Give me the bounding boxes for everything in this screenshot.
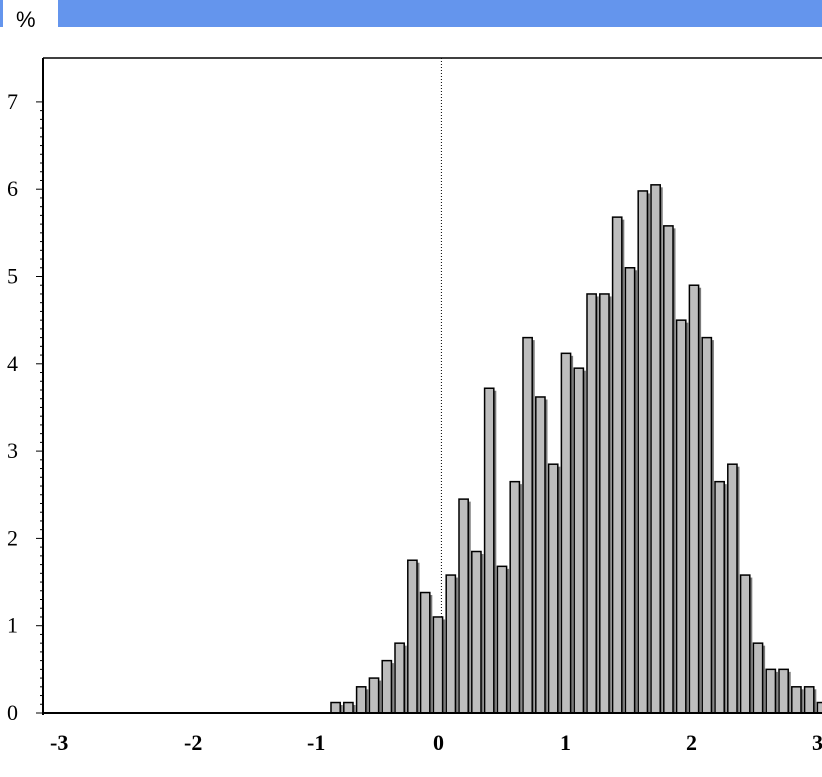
histogram-bar [675, 319, 687, 714]
histogram-bar [432, 616, 444, 714]
histogram-bar [535, 396, 546, 714]
bars-layer [330, 184, 822, 714]
histogram-bar [330, 701, 341, 714]
histogram-bar [727, 463, 738, 714]
y-tick-label: 3 [7, 438, 18, 463]
histogram-bar [471, 550, 482, 714]
histogram-bar [611, 216, 623, 714]
histogram-bar [419, 591, 431, 714]
y-tick-label: 1 [7, 613, 18, 638]
histogram-bar [483, 387, 495, 714]
histogram-bar [752, 642, 764, 714]
histogram-bar [522, 336, 533, 714]
x-tick-label: -3 [50, 730, 68, 755]
histogram-bar [394, 642, 405, 714]
histogram-bar [765, 668, 777, 714]
header-bar [58, 0, 822, 27]
y-tick-label: 7 [7, 89, 18, 114]
histogram-bar [637, 190, 649, 714]
histogram-bar [816, 701, 822, 714]
histogram-bar [624, 267, 636, 714]
histogram-bar [458, 498, 469, 714]
y-tick-label: 4 [7, 351, 18, 376]
histogram-bar [547, 463, 559, 714]
histogram-bar [778, 668, 789, 714]
histogram-bar [509, 480, 521, 714]
histogram-bar [368, 677, 380, 714]
y-tick-label: 6 [7, 176, 18, 201]
histogram-bar [739, 574, 751, 714]
histogram-bar [650, 184, 661, 714]
histogram-bar [803, 686, 815, 714]
y-unit-label: % [16, 7, 36, 32]
header-bar-left-edge [0, 0, 3, 27]
histogram-bar [355, 686, 367, 714]
y-tick-label: 5 [7, 264, 18, 289]
histogram-bar [343, 701, 354, 714]
histogram-bar [714, 480, 725, 714]
x-ticks: -3 -2 -1 0 1 2 3 [50, 730, 822, 755]
x-tick-label: 1 [560, 730, 571, 755]
x-tick-label: 2 [686, 730, 697, 755]
y-tick-label: 0 [7, 700, 18, 725]
x-tick-label: 3 [812, 730, 822, 755]
x-tick-label: 0 [433, 730, 444, 755]
histogram-bar [791, 686, 802, 714]
histogram-bar [701, 336, 713, 714]
histogram-bar [599, 293, 610, 714]
histogram-bar [663, 225, 674, 714]
histogram-bar [573, 367, 585, 714]
x-tick-label: -2 [184, 730, 202, 755]
x-tick-label: -1 [307, 730, 325, 755]
histogram-bar [407, 559, 418, 714]
histogram-bar [560, 352, 572, 714]
y-tick-label: 2 [7, 525, 18, 550]
histogram-bar [688, 284, 700, 714]
histogram-bar [381, 659, 393, 714]
y-ticks: 0 1 2 3 4 5 6 7 [7, 89, 43, 725]
histogram-bar [586, 293, 597, 714]
histogram-bar [445, 574, 457, 714]
histogram-bar [496, 565, 508, 714]
